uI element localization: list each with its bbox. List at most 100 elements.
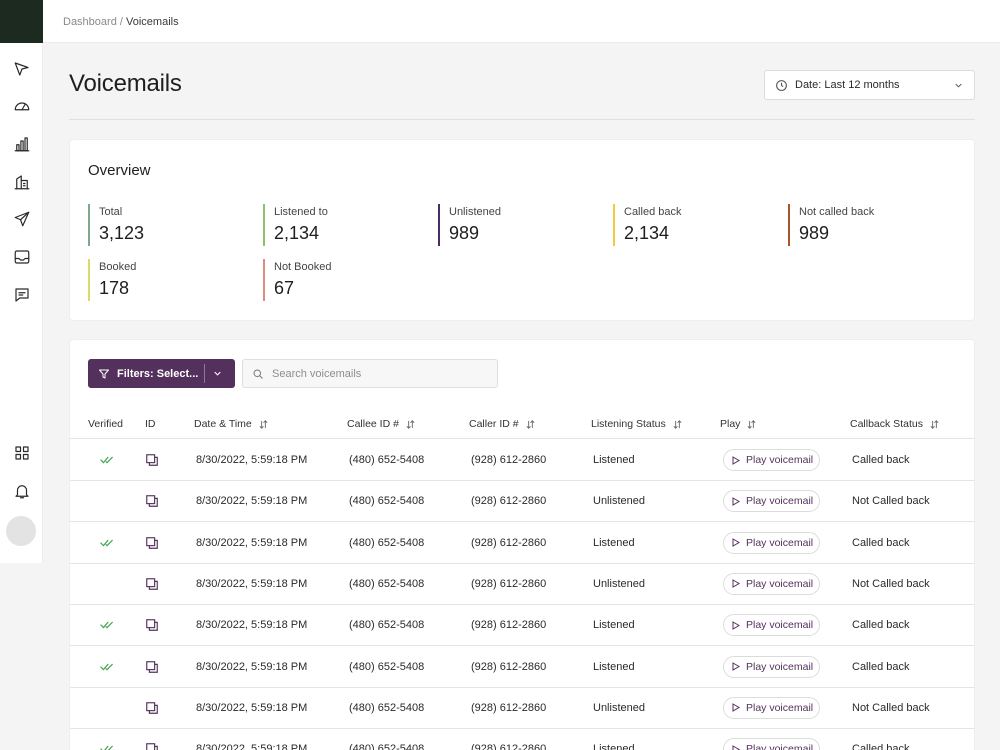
cell-caller: (928) 612-2860 bbox=[471, 454, 547, 466]
cell-caller: (928) 612-2860 bbox=[471, 536, 547, 549]
cell-listening-status: Listened bbox=[593, 660, 635, 673]
play-voicemail-button[interactable]: Play voicemail bbox=[723, 655, 820, 678]
cell-callback-status: Called back bbox=[852, 660, 910, 673]
play-voicemail-button[interactable]: Play voicemail bbox=[723, 696, 820, 719]
column-callback-status[interactable]: Callback Status bbox=[850, 418, 940, 430]
verified-check-icon bbox=[100, 539, 113, 547]
stat-value: 178 bbox=[99, 278, 130, 298]
search-box bbox=[242, 359, 498, 388]
date-range-label: Date: Last 12 months bbox=[795, 79, 900, 91]
cell-callback-status: Called back bbox=[852, 619, 910, 632]
bar-chart-icon[interactable] bbox=[11, 133, 33, 155]
buildings-icon[interactable] bbox=[11, 171, 33, 193]
cell-callback-status: Not Called back bbox=[852, 577, 930, 590]
column-callback-status-label: Callback Status bbox=[850, 418, 923, 430]
play-voicemail-button[interactable]: Play voicemail bbox=[723, 531, 820, 554]
column-callee[interactable]: Callee ID # bbox=[347, 418, 416, 430]
breadcrumb-dashboard-link[interactable]: Dashboard bbox=[63, 16, 117, 28]
play-icon bbox=[732, 662, 740, 671]
stat-label: Called back bbox=[624, 206, 682, 218]
play-voicemail-label: Play voicemail bbox=[746, 619, 814, 632]
copy-id-icon[interactable] bbox=[145, 494, 159, 508]
play-icon bbox=[732, 744, 740, 750]
overview-title: Overview bbox=[88, 162, 151, 179]
bell-icon[interactable] bbox=[11, 480, 33, 502]
play-voicemail-button[interactable]: Play voicemail bbox=[723, 449, 820, 471]
chevron-down-icon[interactable] bbox=[212, 368, 223, 379]
copy-id-icon[interactable] bbox=[145, 701, 159, 715]
column-datetime[interactable]: Date & Time bbox=[194, 418, 269, 430]
filters-button-separator bbox=[204, 364, 205, 383]
table-row[interactable]: 8/30/2022, 5:59:18 PM (480) 652-5408 (928)… bbox=[70, 647, 974, 688]
chat-icon[interactable] bbox=[11, 284, 33, 306]
stat-not-booked: Not Booked 67 bbox=[263, 259, 423, 301]
sort-icon[interactable] bbox=[672, 419, 683, 430]
search-input[interactable] bbox=[272, 367, 482, 380]
filters-button[interactable]: Filters: Select... bbox=[88, 359, 235, 388]
table-row[interactable]: 8/30/2022, 5:59:18 PM (480) 652-5408 (928)… bbox=[70, 523, 974, 564]
cell-datetime: 8/30/2022, 5:59:18 PM bbox=[196, 577, 308, 590]
grid-icon[interactable] bbox=[11, 442, 33, 464]
table-row[interactable]: 8/30/2022, 5:59:18 PM (480) 652-5408 (928)… bbox=[70, 729, 974, 750]
logo[interactable] bbox=[0, 0, 43, 43]
stat-value: 2,134 bbox=[274, 223, 320, 243]
cell-callee: (480) 652-5408 bbox=[349, 701, 425, 714]
table-row[interactable]: 8/30/2022, 5:59:18 PM (480) 652-5408 (928)… bbox=[70, 440, 974, 481]
cell-caller: (928) 612-2860 bbox=[471, 577, 547, 590]
play-voicemail-label: Play voicemail bbox=[746, 701, 814, 714]
stat-label: Not called back bbox=[799, 206, 875, 218]
cell-datetime: 8/30/2022, 5:59:18 PM bbox=[196, 619, 308, 632]
breadcrumb-current: Voicemails bbox=[126, 16, 179, 28]
column-listening-status[interactable]: Listening Status bbox=[591, 418, 683, 430]
stat-listened-to: Listened to 2,134 bbox=[263, 204, 423, 246]
table-row[interactable]: 8/30/2022, 5:59:18 PM (480) 652-5408 (928)… bbox=[70, 481, 974, 523]
column-verified-label: Verified bbox=[88, 418, 124, 430]
play-voicemail-button[interactable]: Play voicemail bbox=[723, 490, 820, 513]
play-voicemail-button[interactable]: Play voicemail bbox=[723, 572, 820, 595]
play-voicemail-button[interactable]: Play voicemail bbox=[723, 738, 820, 750]
cell-listening-status: Listened bbox=[593, 743, 635, 750]
cell-caller: (928) 612-2860 bbox=[471, 743, 547, 750]
send-icon[interactable] bbox=[11, 208, 33, 230]
play-icon bbox=[732, 620, 740, 630]
cell-callee: (480) 652-5408 bbox=[349, 619, 425, 632]
sort-icon[interactable] bbox=[746, 419, 757, 430]
date-range-select[interactable]: Date: Last 12 months bbox=[764, 70, 975, 100]
table-row[interactable]: 8/30/2022, 5:59:18 PM (480) 652-5408 (928)… bbox=[70, 564, 974, 605]
cell-datetime: 8/30/2022, 5:59:18 PM bbox=[196, 454, 308, 466]
copy-id-icon[interactable] bbox=[145, 577, 159, 591]
play-voicemail-label: Play voicemail bbox=[746, 536, 814, 549]
cell-caller: (928) 612-2860 bbox=[471, 660, 547, 673]
sort-icon[interactable] bbox=[405, 419, 416, 430]
inbox-icon[interactable] bbox=[11, 246, 33, 268]
table-row[interactable]: 8/30/2022, 5:59:18 PM (480) 652-5408 (928)… bbox=[70, 605, 974, 647]
cell-callee: (480) 652-5408 bbox=[349, 743, 425, 750]
cell-listening-status: Unlistened bbox=[593, 577, 645, 590]
play-voicemail-label: Play voicemail bbox=[746, 660, 814, 673]
cell-callback-status: Not Called back bbox=[852, 495, 930, 508]
play-voicemail-button[interactable]: Play voicemail bbox=[723, 614, 820, 637]
stat-value: 989 bbox=[799, 223, 830, 243]
column-caller[interactable]: Caller ID # bbox=[469, 418, 536, 430]
copy-id-icon[interactable] bbox=[145, 536, 159, 550]
copy-id-icon[interactable] bbox=[145, 618, 159, 632]
copy-id-icon[interactable] bbox=[145, 453, 159, 467]
sidebar bbox=[0, 0, 43, 563]
table-row[interactable]: 8/30/2022, 5:59:18 PM (480) 652-5408 (928)… bbox=[70, 688, 974, 729]
sort-icon[interactable] bbox=[258, 419, 269, 430]
column-play[interactable]: Play bbox=[720, 418, 757, 430]
copy-id-icon[interactable] bbox=[145, 742, 159, 750]
avatar[interactable] bbox=[6, 516, 36, 546]
cursor-arrow-icon[interactable] bbox=[11, 58, 33, 80]
cell-callee: (480) 652-5408 bbox=[349, 454, 425, 466]
copy-id-icon[interactable] bbox=[145, 660, 159, 674]
sort-icon[interactable] bbox=[525, 419, 536, 430]
stat-called-back: Called back 2,134 bbox=[613, 204, 773, 246]
speedometer-icon[interactable] bbox=[11, 95, 33, 117]
column-id-label: ID bbox=[145, 418, 156, 430]
play-voicemail-label: Play voicemail bbox=[746, 577, 814, 590]
topbar: Dashboard / Voicemails bbox=[43, 0, 1000, 43]
cell-datetime: 8/30/2022, 5:59:18 PM bbox=[196, 660, 308, 673]
sort-icon[interactable] bbox=[929, 419, 940, 430]
verified-check-icon bbox=[100, 456, 113, 464]
